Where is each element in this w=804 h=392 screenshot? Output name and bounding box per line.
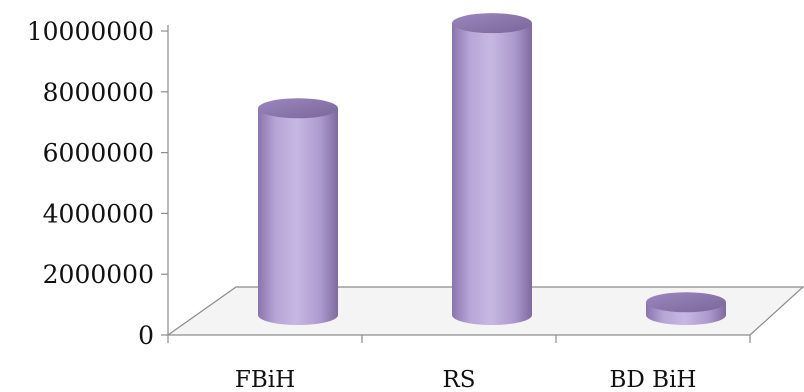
bar-body [258,108,338,325]
y-tick-label: 8000000 [43,78,154,107]
bar-fbih [258,98,338,325]
x-category-label: BD BiH [610,367,697,392]
bar-top [452,13,532,34]
y-axis-ticks: 0 2000000 4000000 6000000 8000000 10000000 [27,17,168,350]
bar-top [258,98,338,119]
bar-body [452,23,532,325]
x-category-label: RS [442,367,475,392]
y-tick-label: 6000000 [43,139,154,168]
x-category-label: FBiH [235,367,295,392]
bar-bd-bih [646,292,726,325]
y-tick-label: 0 [138,321,154,350]
bar-rs [452,13,532,325]
bar-top [646,292,726,313]
axes [167,25,751,343]
x-axis-labels: FBiH RS BD BiH [235,367,697,392]
y-tick-label: 2000000 [43,260,154,289]
bars [258,13,726,325]
y-tick-label: 4000000 [43,199,154,228]
y-tick-label: 10000000 [27,17,154,46]
